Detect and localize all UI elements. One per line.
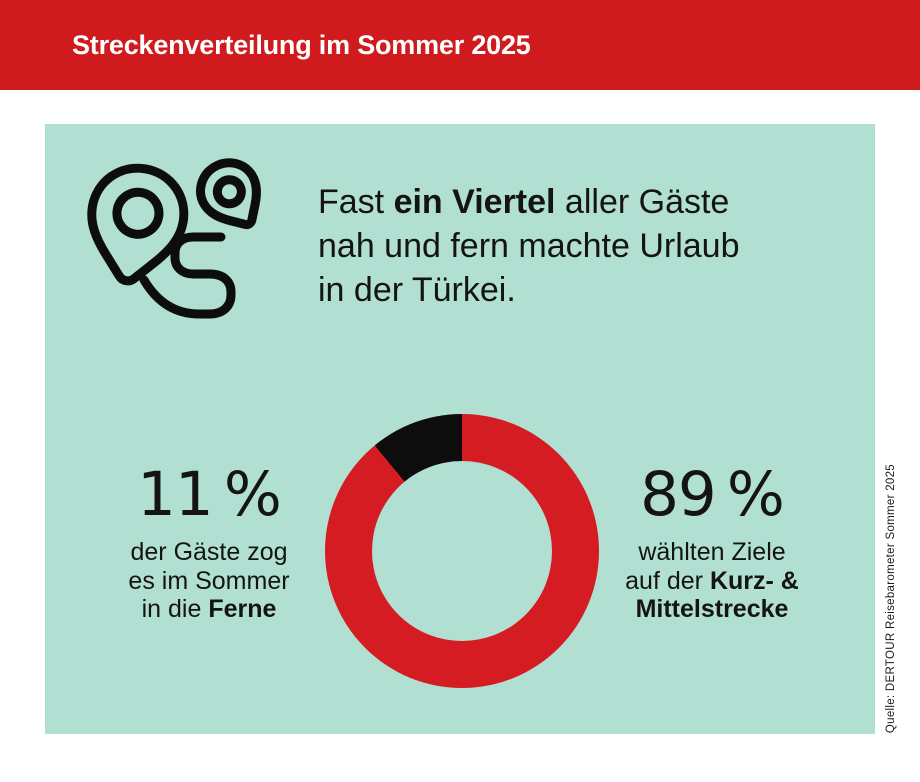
headline-text: Fast: [318, 183, 394, 221]
source-credit: Quelle: DERTOUR Reisebarometer Sommer 20…: [885, 463, 897, 733]
caption-line: der Gäste zog: [130, 538, 288, 566]
route-pins-icon: [87, 158, 261, 319]
large-map-pin: [87, 163, 189, 286]
caption-bold: Ferne: [208, 595, 277, 623]
small-map-pin: [196, 158, 261, 230]
stat-short-distance: 89 % wählten Ziele auf der Kurz- & Mittels…: [598, 462, 826, 624]
caption-bold: Kurz- &: [709, 566, 799, 595]
headline-bold: ein Viertel: [393, 183, 556, 221]
headline-text: aller Gäste: [555, 183, 730, 221]
route-line: [139, 232, 236, 319]
header-bar: Streckenverteilung im Sommer 2025: [0, 0, 920, 90]
caption-line: wählten Ziele: [638, 538, 786, 566]
headline: Fast ein Viertel aller Gäste nah und fern…: [318, 180, 848, 312]
caption-bold: Mittelstrecke: [635, 595, 789, 623]
stat-far-distance: 11 % der Gäste zog es im Sommer in die Fer…: [103, 462, 315, 624]
headline-text: in der Türkei.: [318, 271, 516, 309]
caption-line: in die: [141, 595, 209, 623]
caption-line: auf der: [625, 566, 710, 595]
headline-text: nah und fern machte Urlaub: [318, 227, 740, 265]
stat-far-caption: der Gäste zog es im Sommer in die Ferne: [103, 538, 315, 624]
stat-far-value: 11 %: [137, 459, 282, 530]
caption-line: es im Sommer: [128, 566, 290, 595]
donut-chart: [325, 414, 599, 688]
content-panel: Fast ein Viertel aller Gäste nah und fern…: [45, 124, 875, 734]
stat-short-value: 89 %: [640, 459, 785, 530]
page-title: Streckenverteilung im Sommer 2025: [72, 30, 531, 60]
stat-short-caption: wählten Ziele auf der Kurz- & Mittelstreck…: [598, 538, 826, 624]
